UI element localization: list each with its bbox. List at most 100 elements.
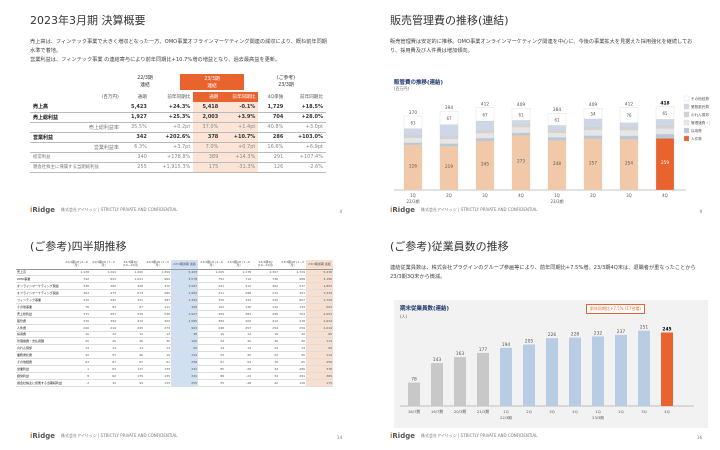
summary-table: (百万円) 通期 前年同期比 通期 前年同期比 4Q単独 前年同期比 売上高 5,423 +24.… [30, 92, 326, 173]
row-label: 管理諸費・支払報酬 [16, 337, 64, 346]
table-cell: 14 [225, 331, 253, 339]
column-header: 22/3期3Q (10~12月) [117, 260, 145, 270]
data-label: 67 [482, 112, 488, 117]
table-cell: 136 [225, 303, 253, 311]
column-header: (百万円) [101, 95, 119, 100]
bar-segment [475, 120, 495, 131]
row-label: 売上高 [16, 269, 64, 277]
table-cell: 3,186 [306, 275, 334, 284]
row-label: オフラインマーケティング関連 [16, 289, 64, 298]
table-cell: 8 [63, 372, 91, 380]
data-label: 61 [518, 112, 524, 117]
table-cell: 135 [144, 372, 172, 380]
table-cell: -2.6% [286, 162, 326, 173]
table-cell: 30 [279, 337, 307, 346]
table-row: 販管費 370 394 412 409 1,585 384 409 412 418 1,624 [16, 317, 334, 325]
bar-segment [475, 132, 495, 139]
data-label: 251 [640, 325, 649, 331]
table-cell: 14 [252, 344, 280, 353]
body-text: 連結従業員数は、株式会社プラグインのグループ参画等により、前年同期比+7.5%増… [390, 265, 696, 280]
table-row: その他経費 63 67 67 61 258 61 54 76 65 256 [16, 358, 334, 366]
bar [661, 332, 673, 406]
table-cell: 32 [63, 351, 91, 360]
table-cell: 25 [90, 337, 118, 346]
bar-segment [403, 142, 423, 145]
table-cell: 132 [252, 303, 280, 311]
table-cell: +14.3% [221, 152, 259, 163]
table-cell: 14 [117, 344, 145, 353]
table-cell: 310 [63, 296, 91, 304]
table-cell: +6.9pt [286, 142, 326, 153]
table-cell: 446 [252, 310, 280, 318]
header-23-3: 23/3期 連結 [180, 74, 244, 90]
table-cell: +202.6% [149, 132, 194, 143]
bar-segment [619, 135, 639, 140]
row-label: 経常利益 [16, 372, 64, 380]
iridge-logo: iRidge [390, 432, 415, 440]
table-cell: 16.6% [258, 142, 287, 153]
row-label: フィンテック事業 [16, 296, 64, 304]
column-header: 前年同期比 [167, 95, 191, 100]
table-cell: 14 [63, 344, 91, 353]
table-cell: 1,205 [198, 269, 226, 277]
table-cell: 20 [279, 331, 307, 339]
table-cell: 40.8% [258, 122, 287, 133]
table-cell: 5,423 [171, 269, 199, 277]
table-cell: 2,003 [193, 112, 222, 123]
table-cell: 35.5% [121, 122, 150, 133]
table-cell: 46 [117, 351, 145, 360]
iridge-logo: iRidge [30, 206, 55, 214]
page-number: 4 [339, 209, 342, 214]
x-tick-label: 2Q [526, 409, 531, 414]
table-row: 営業利益 342 +202.6% 378 +10.7% 286 +103.0% [30, 132, 326, 143]
bar-segment [439, 124, 459, 137]
data-label: 194 [502, 342, 511, 348]
x-tick-label: 21/3期 [477, 409, 490, 414]
table-cell: 245 [117, 324, 145, 332]
table-cell: 85 [198, 365, 226, 373]
table-cell: 736 [252, 275, 280, 284]
table-cell: 1,334 [306, 289, 334, 298]
bar-segment [511, 132, 531, 136]
table-cell: 48 [171, 331, 199, 339]
row-label: 採用費 [16, 331, 64, 339]
row-label: 売上総利益 [16, 310, 64, 318]
table-cell: 1,394 [171, 296, 199, 304]
table-row: フィンテック事業 310 345 351 387 1,394 350 332 439 607 1,7… [16, 296, 334, 304]
table-cell: 14 [198, 344, 226, 353]
table-header-row: 22/3期1Q (4~6月) 22/3期2Q (7~9月) 22/3期3Q (10~… [16, 260, 334, 270]
table-row: 営業利益率 6.3% +3.7pt 7.0% +0.7pt 16.6% +6.9pt [30, 142, 326, 153]
row-label: 経常利益 [30, 152, 122, 163]
bar-segment [547, 129, 567, 133]
table-cell: 383 [225, 310, 253, 318]
bar-segment [619, 122, 639, 128]
table-cell: 2,003 [306, 310, 334, 318]
data-label: 254 [625, 161, 633, 166]
table-cell: 342 [121, 132, 150, 143]
table-cell: 378 [306, 365, 334, 373]
x-tick-label: 4Q [664, 409, 669, 414]
x-tick-group: 23/3期 [551, 198, 564, 204]
total-label: 384 [553, 107, 562, 113]
table-row: その他事業 76 93 87 111 368 102 136 132 133 503 [16, 303, 334, 311]
table-row: 売上総利益 1,927 +25.3% 2,003 +3.9% 704 +28.0% [30, 112, 326, 123]
table-row: 売上総利益 371 457 549 548 1,927 469 383 446 704 2,003 [16, 310, 334, 318]
table-cell: 24 [198, 337, 226, 346]
total-label: 409 [589, 102, 598, 108]
table-cell: 1,927 [121, 112, 150, 123]
x-tick-label: 2Q [590, 193, 596, 198]
data-label: 226 [548, 332, 557, 338]
table-cell: 67 [90, 358, 118, 366]
bar [546, 338, 558, 406]
quarterly-table: 22/3期1Q (4~6月) 22/3期2Q (7~9月) 22/3期3Q (10~… [16, 260, 334, 387]
table-cell: 56 [306, 344, 334, 353]
table-cell: 254 [252, 324, 280, 332]
sga-chart: 370226631Q22/3期394219672Q412245673Q40927… [394, 95, 710, 204]
bar-segment [439, 138, 459, 144]
table-cell: 742 [63, 275, 91, 284]
table-cell: 1,728 [306, 296, 334, 304]
bar [454, 357, 466, 406]
row-label: 営業利益率 [30, 142, 122, 153]
table-cell: -0.1% [221, 102, 259, 113]
slide-employee-trend: (ご参考)従業員数の推移 連結従業員数は、株式会社プラグインのグループ参画等によ… [364, 230, 716, 446]
